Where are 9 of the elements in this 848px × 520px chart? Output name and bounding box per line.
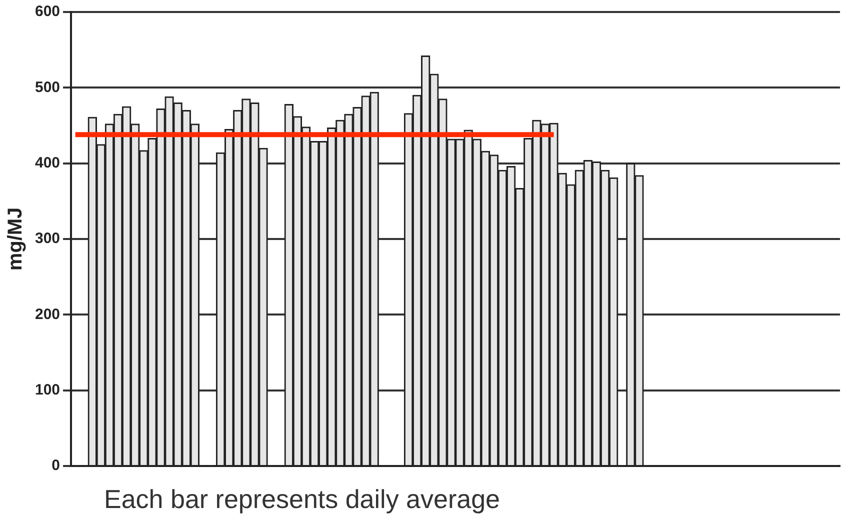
y-tick-label: 300: [34, 230, 60, 248]
y-tick-label: 100: [34, 381, 60, 398]
y-tick-label: 600: [34, 3, 60, 20]
y-tick-label: 500: [34, 78, 60, 96]
text: Each bar represents daily average: [104, 484, 500, 515]
y-tick-label: 0: [52, 457, 60, 474]
y-axis-title: mg/MJ: [4, 207, 27, 271]
y-tick-label: 200: [34, 306, 60, 323]
y-tick-label: 400: [34, 154, 60, 172]
